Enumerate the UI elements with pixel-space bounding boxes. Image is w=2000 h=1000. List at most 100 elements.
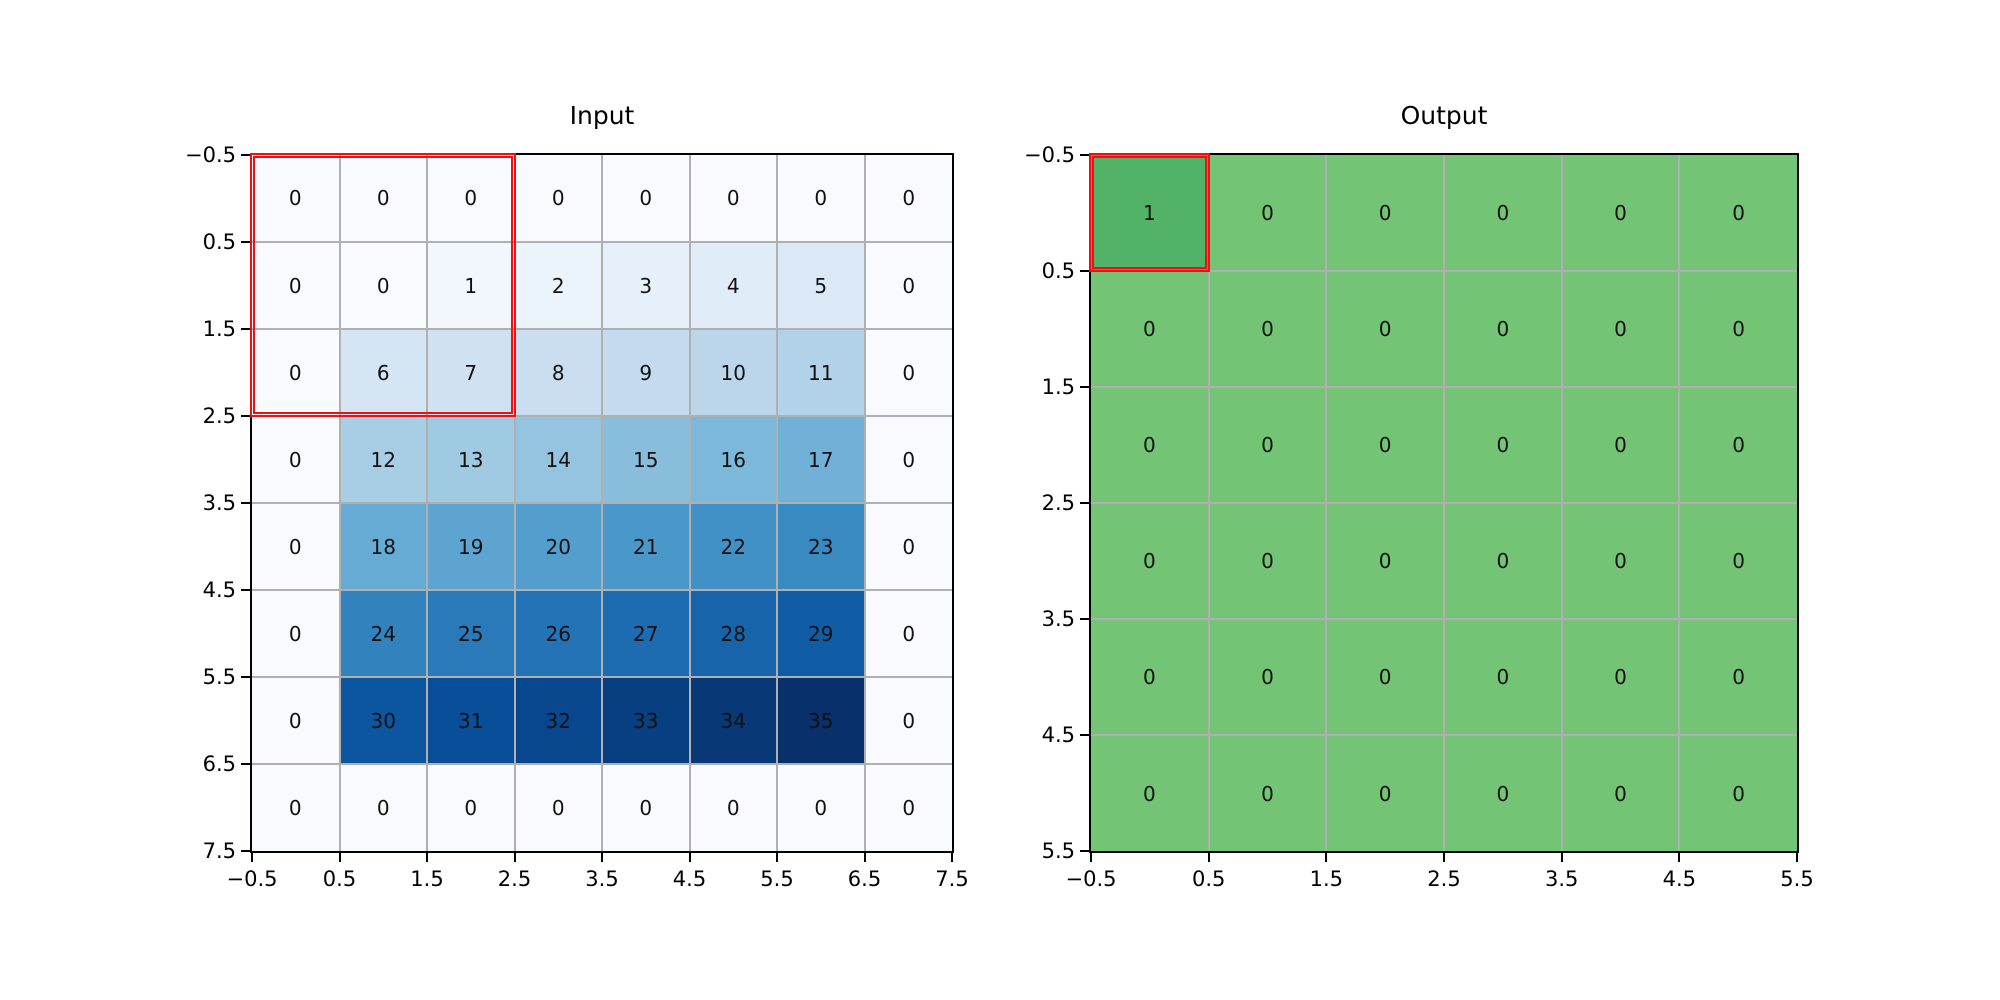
cell: 0: [1445, 504, 1561, 618]
cell: 1: [1091, 155, 1208, 270]
x-tick-mark: [1560, 853, 1563, 862]
cell: 0: [1327, 155, 1443, 270]
cell: 0: [603, 155, 689, 241]
cell: 0: [1562, 736, 1679, 851]
y-tick-label: 1.5: [202, 317, 236, 341]
x-tick-label: 7.5: [935, 867, 969, 891]
x-tick-mark: [513, 853, 516, 862]
y-tick-mark: [241, 415, 250, 417]
cell: 0: [603, 765, 689, 851]
cell: 1: [428, 243, 514, 328]
cell: 0: [778, 765, 864, 851]
x-tick-label: 1.5: [1309, 867, 1344, 891]
cell: 0: [865, 765, 952, 851]
cell: 0: [1209, 504, 1326, 618]
cell: 27: [603, 591, 689, 676]
cell: 0: [252, 417, 339, 502]
x-tick-mark: [1325, 853, 1328, 862]
y-tick-label: 4.5: [202, 578, 236, 602]
cell: 0: [1091, 388, 1208, 502]
cell: 0: [865, 591, 952, 676]
cell: 0: [515, 155, 601, 241]
y-tick-mark: [241, 850, 250, 852]
x-tick-label: 4.5: [672, 867, 707, 891]
cell: 0: [1209, 155, 1326, 270]
y-tick-mark: [241, 241, 250, 243]
cell: 0: [428, 155, 514, 241]
y-tick-label: 3.5: [202, 491, 236, 515]
x-tick-label: 2.5: [1427, 867, 1461, 891]
cell: 0: [1209, 620, 1326, 734]
cell: 8: [515, 330, 601, 415]
y-tick-label: 7.5: [202, 839, 236, 863]
cell: 0: [865, 243, 952, 328]
cell: 0: [1209, 388, 1326, 502]
cell: 7: [428, 330, 514, 415]
cell: 0: [690, 765, 776, 851]
cell: 0: [1680, 620, 1797, 734]
cell: 6: [340, 330, 426, 415]
cell: 0: [865, 155, 952, 241]
cell: 0: [340, 765, 426, 851]
cell: 0: [1562, 155, 1679, 270]
x-tick-mark: [601, 853, 603, 862]
x-tick-mark: [1090, 853, 1092, 862]
cell: 31: [428, 678, 514, 763]
cell: 18: [340, 504, 426, 589]
cell: 35: [778, 678, 864, 763]
cell: 26: [515, 591, 601, 676]
output-title: Output: [1400, 100, 1488, 130]
x-tick-label: −0.5: [226, 867, 278, 891]
y-tick-mark: [241, 676, 250, 678]
cell: 2: [515, 243, 601, 328]
cell: 0: [1091, 620, 1208, 734]
cell: 30: [340, 678, 426, 763]
cell: 10: [690, 330, 776, 415]
cell: 0: [428, 765, 514, 851]
x-tick-label: 3.5: [1544, 867, 1579, 891]
cell: 0: [515, 765, 601, 851]
x-tick-label: 0.5: [1191, 867, 1226, 891]
cell: 4: [690, 243, 776, 328]
x-tick-mark: [1796, 853, 1798, 862]
cell: 0: [1680, 272, 1797, 386]
cell: 34: [690, 678, 776, 763]
cell: 23: [778, 504, 864, 589]
y-tick-mark: [241, 328, 250, 330]
y-tick-mark: [1080, 154, 1089, 156]
y-tick-mark: [1080, 850, 1089, 852]
cell: 0: [1091, 736, 1208, 851]
cell: 0: [1445, 620, 1561, 734]
input-title: Input: [569, 100, 635, 130]
cell: 13: [428, 417, 514, 502]
x-tick-label: −0.5: [1065, 867, 1117, 891]
cell: 19: [428, 504, 514, 589]
y-tick-label: 2.5: [202, 404, 236, 428]
y-tick-mark: [1080, 502, 1089, 504]
cell: 25: [428, 591, 514, 676]
cell: 15: [603, 417, 689, 502]
cell: 0: [1327, 388, 1443, 502]
cell: 0: [252, 243, 339, 328]
cell: 9: [603, 330, 689, 415]
cell: 0: [1562, 620, 1679, 734]
cell: 0: [1445, 736, 1561, 851]
cell: 12: [340, 417, 426, 502]
x-tick-label: 1.5: [410, 867, 444, 891]
x-tick-mark: [426, 853, 428, 862]
cell: 0: [1562, 272, 1679, 386]
cell: 0: [1445, 272, 1561, 386]
x-tick-mark: [863, 853, 866, 862]
cell: 0: [340, 155, 426, 241]
cell: 33: [603, 678, 689, 763]
cell: 0: [252, 330, 339, 415]
cell: 0: [865, 504, 952, 589]
cell: 0: [1327, 736, 1443, 851]
y-tick-label: 5.5: [1041, 839, 1075, 863]
cell: 14: [515, 417, 601, 502]
y-tick-mark: [1080, 734, 1089, 736]
cell: 0: [690, 155, 776, 241]
cell: 0: [252, 678, 339, 763]
x-tick-label: 4.5: [1662, 867, 1697, 891]
